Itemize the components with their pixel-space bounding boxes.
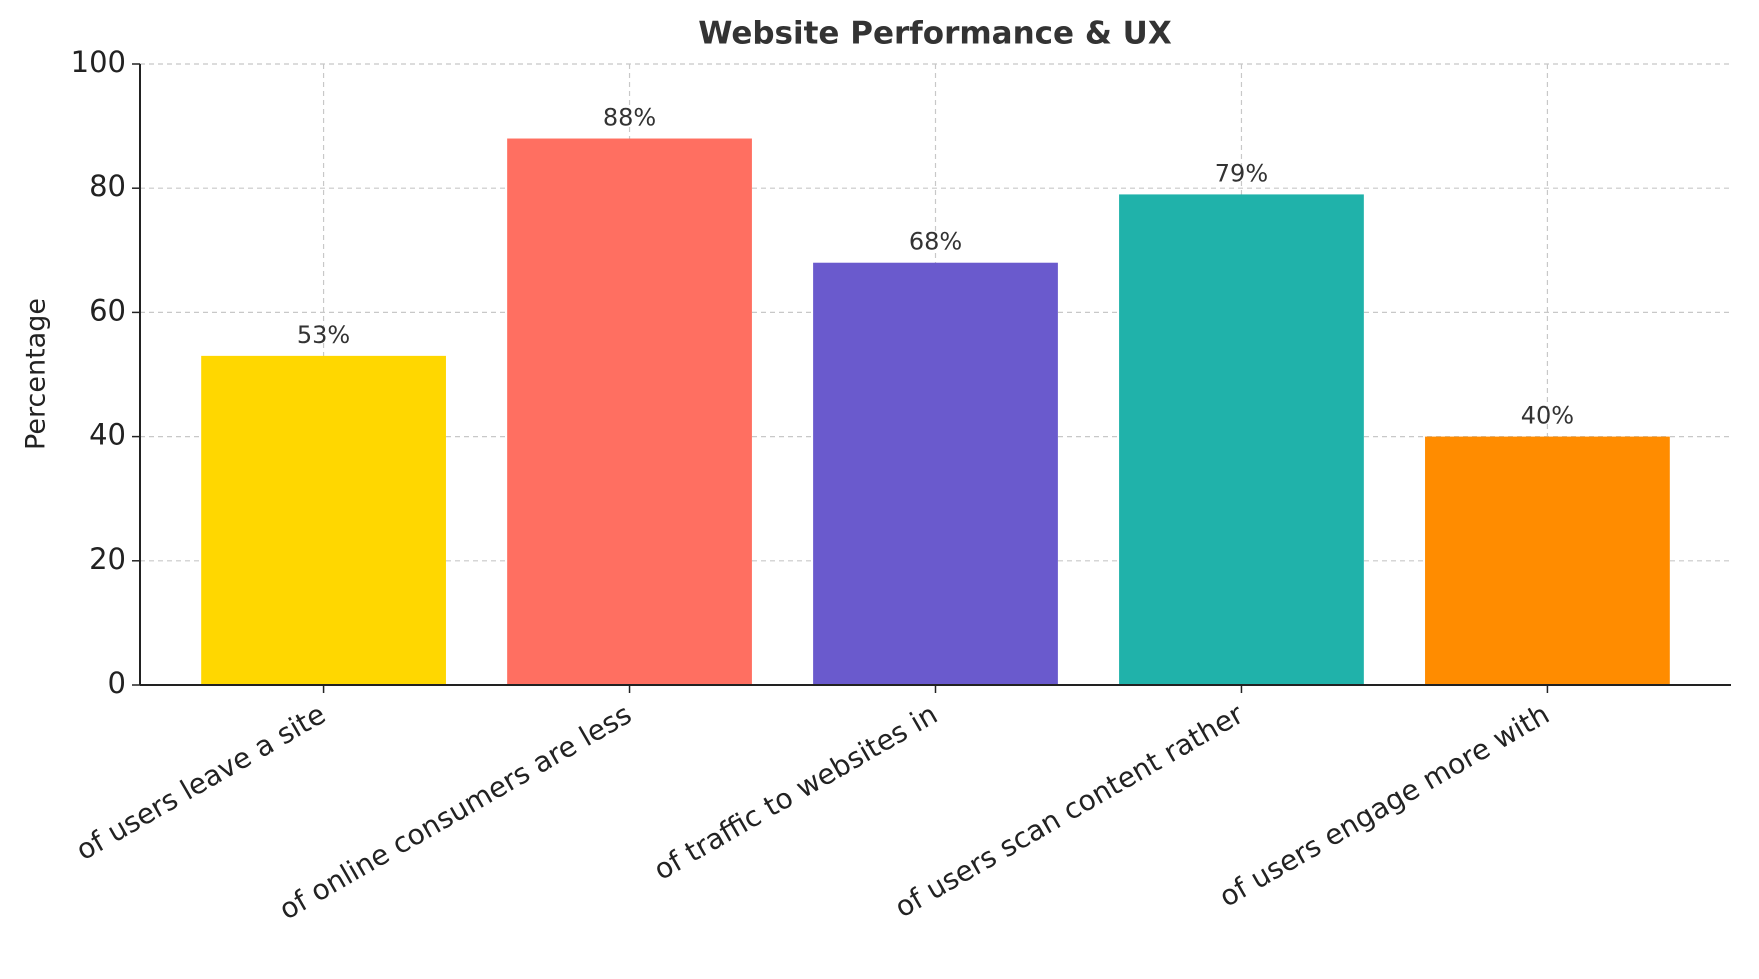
bar (1119, 194, 1364, 685)
value-label: 68% (909, 228, 962, 256)
value-label: 88% (603, 104, 656, 132)
x-tick-label: of users leave a site (70, 697, 331, 867)
bar (813, 262, 1058, 685)
y-tick-label: 0 (108, 666, 126, 700)
value-label: 40% (1521, 402, 1574, 430)
y-tick-label: 80 (89, 169, 126, 203)
bar (201, 355, 446, 685)
x-tick-label: of traffic to websites in (648, 697, 943, 886)
x-tick-label: of online consumers are less (274, 697, 637, 926)
y-tick-label: 100 (71, 45, 126, 79)
bar (1425, 436, 1670, 685)
x-tick-label: of users scan content rather (889, 697, 1249, 924)
chart-title: Website Performance & UX (698, 16, 1172, 52)
bar (507, 138, 752, 685)
value-label: 53% (297, 321, 350, 349)
y-axis-label: Percentage (21, 298, 52, 450)
y-tick-label: 40 (89, 418, 126, 452)
y-tick-label: 60 (89, 293, 126, 327)
x-tick-label: of users engage more with (1214, 697, 1555, 913)
value-label: 79% (1215, 159, 1268, 187)
y-tick-label: 20 (89, 542, 126, 576)
